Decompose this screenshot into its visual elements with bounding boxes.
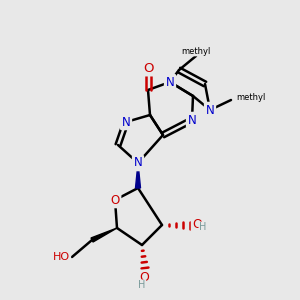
Text: O: O (110, 194, 120, 206)
Polygon shape (136, 163, 140, 188)
Text: H: H (199, 222, 206, 232)
Text: O: O (139, 271, 149, 284)
Text: N: N (188, 113, 196, 127)
Polygon shape (91, 228, 117, 242)
Text: HO: HO (53, 252, 70, 262)
Text: O: O (143, 61, 153, 74)
Text: O: O (192, 218, 202, 232)
Text: methyl: methyl (200, 54, 205, 56)
Text: N: N (166, 76, 174, 88)
Text: N: N (206, 103, 214, 116)
Text: methyl: methyl (236, 92, 266, 101)
Text: H: H (138, 280, 146, 290)
Text: N: N (122, 116, 130, 128)
Text: N: N (134, 157, 142, 169)
Text: methyl: methyl (181, 46, 211, 56)
